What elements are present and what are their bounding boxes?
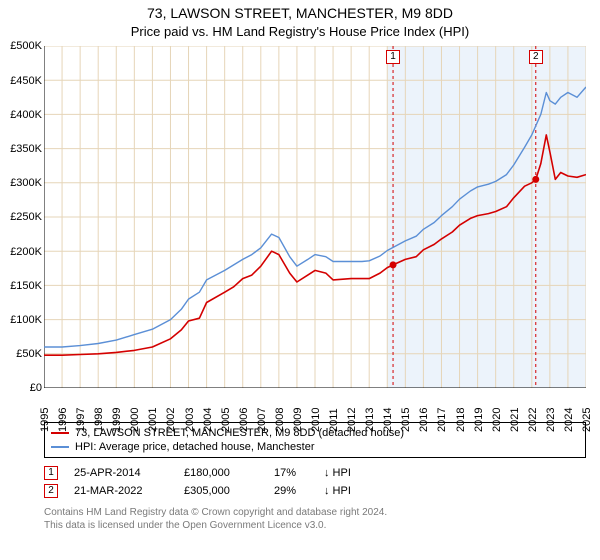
transaction-date: 21-MAR-2022 [74,485,184,497]
x-tick-label: 2014 [382,408,394,432]
x-tick-label: 2016 [418,408,430,432]
y-tick-label: £300K [2,177,42,189]
footer: Contains HM Land Registry data © Crown c… [44,506,586,532]
event-marker: 2 [529,50,543,64]
arrow-down-icon: ↓ HPI [324,467,351,479]
legend-swatch [51,432,69,434]
x-tick-label: 2008 [274,408,286,432]
y-tick-label: £400K [2,109,42,121]
x-tick-label: 1999 [111,408,123,432]
x-tick-label: 2002 [165,408,177,432]
x-tick-label: 1997 [75,408,87,432]
y-tick-label: £0 [2,382,42,394]
y-tick-label: £50K [2,348,42,360]
x-tick-label: 2025 [581,408,593,432]
transaction-price: £305,000 [184,485,274,497]
y-tick-label: £250K [2,211,42,223]
transaction-pct: 17% [274,467,324,479]
x-tick-label: 2019 [473,408,485,432]
chart-plot [44,46,586,388]
transaction-row: 1 25-APR-2014£180,00017%↓ HPI [44,464,586,482]
arrow-down-icon: ↓ HPI [324,485,351,497]
transaction-marker: 2 [44,484,58,498]
transaction-marker: 1 [44,466,58,480]
x-tick-label: 2012 [346,408,358,432]
x-axis-labels: 1995199619971998199920002001200220032004… [44,388,586,416]
x-tick-label: 1998 [93,408,105,432]
legend-label: HPI: Average price, detached house, Manc… [75,441,315,453]
x-tick-label: 2023 [545,408,557,432]
x-tick-label: 2004 [202,408,214,432]
x-tick-label: 2018 [455,408,467,432]
y-tick-label: £100K [2,314,42,326]
legend-swatch [51,446,69,448]
y-tick-label: £150K [2,280,42,292]
x-tick-label: 2003 [184,408,196,432]
x-tick-label: 2022 [527,408,539,432]
chart: 1995199619971998199920002001200220032004… [44,46,586,416]
event-marker: 1 [386,50,400,64]
x-tick-label: 1996 [57,408,69,432]
footer-line: This data is licensed under the Open Gov… [44,519,586,532]
x-tick-label: 2011 [328,409,340,433]
footer-line: Contains HM Land Registry data © Crown c… [44,506,586,519]
x-tick-label: 2000 [129,408,141,432]
y-tick-label: £450K [2,75,42,87]
x-tick-label: 2005 [220,408,232,432]
transaction-list: 1 25-APR-2014£180,00017%↓ HPI 2 21-MAR-2022… [44,464,586,500]
y-tick-label: £350K [2,143,42,155]
y-tick-label: £200K [2,246,42,258]
transaction-date: 25-APR-2014 [74,467,184,479]
x-tick-label: 2007 [256,408,268,432]
y-tick-label: £500K [2,40,42,52]
transaction-pct: 29% [274,485,324,497]
x-tick-label: 2009 [292,408,304,432]
page-subtitle: Price paid vs. HM Land Registry's House … [0,24,600,41]
x-tick-label: 2010 [310,408,322,432]
x-tick-label: 2013 [364,408,376,432]
x-tick-label: 2020 [491,408,503,432]
page-title: 73, LAWSON STREET, MANCHESTER, M9 8DD [0,0,600,24]
x-tick-label: 2015 [400,408,412,432]
x-tick-label: 2021 [509,408,521,432]
transaction-price: £180,000 [184,467,274,479]
x-tick-label: 2024 [563,408,575,432]
transaction-row: 2 21-MAR-2022£305,00029%↓ HPI [44,482,586,500]
x-tick-label: 2017 [436,408,448,432]
x-tick-label: 1995 [39,408,51,432]
x-tick-label: 2001 [147,408,159,432]
legend-item: HPI: Average price, detached house, Manc… [51,440,579,454]
x-tick-label: 2006 [238,408,250,432]
